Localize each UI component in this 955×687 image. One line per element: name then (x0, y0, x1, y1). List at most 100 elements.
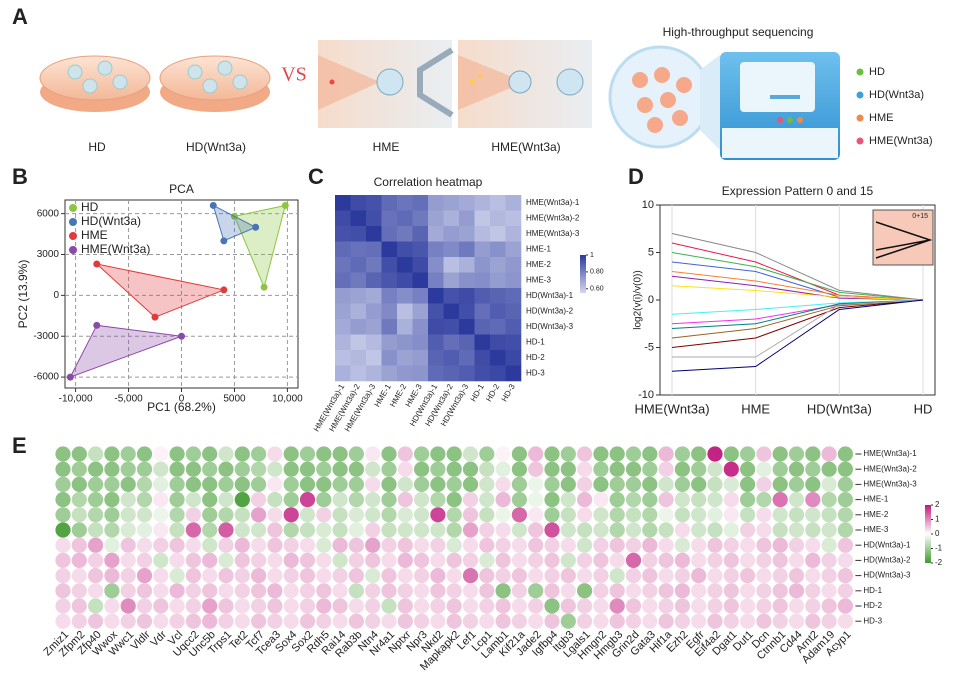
cell (381, 226, 398, 242)
dot (625, 446, 642, 462)
cell (505, 350, 522, 366)
cell (428, 195, 444, 211)
cell (459, 365, 475, 382)
cell (381, 210, 398, 227)
dot (348, 613, 364, 629)
row-label: HME(Wnt3a)-1 (526, 198, 580, 207)
cell (443, 350, 460, 366)
dot (577, 492, 593, 508)
cell (366, 334, 382, 351)
dot (544, 507, 560, 523)
dot (234, 507, 250, 523)
dot (332, 537, 348, 553)
dot (120, 537, 136, 553)
dot (283, 492, 299, 508)
dot (609, 461, 625, 477)
x-tick-label: HD (914, 401, 933, 416)
cell (335, 226, 351, 242)
cell (335, 303, 351, 320)
dot (658, 583, 674, 599)
dot (316, 537, 332, 553)
dot (299, 476, 316, 492)
point (220, 237, 228, 245)
cell (459, 226, 475, 242)
y-tick-label: -3000 (33, 331, 59, 342)
dot (202, 446, 218, 462)
dot (723, 446, 739, 462)
hull (212, 204, 257, 242)
dot (658, 461, 674, 477)
dot (772, 446, 788, 462)
dot (430, 461, 446, 477)
cell (443, 226, 460, 242)
dot (202, 598, 218, 614)
cell (443, 210, 460, 227)
dot (71, 613, 87, 629)
dot (528, 446, 544, 462)
hull (233, 204, 286, 289)
x-tick-label: 0 (179, 394, 185, 405)
cell (335, 319, 351, 335)
cell (366, 303, 382, 320)
cell (412, 272, 429, 289)
dot (593, 507, 609, 523)
dot (691, 476, 707, 492)
dot (691, 613, 707, 629)
dot (283, 446, 299, 462)
dot (71, 583, 87, 599)
dot (821, 446, 837, 462)
dot (251, 613, 267, 629)
cell (381, 257, 398, 273)
dot (218, 552, 234, 569)
dot (381, 537, 397, 553)
dot (414, 583, 430, 599)
dot (381, 507, 397, 523)
dot (707, 568, 723, 584)
row-label: HME(Wnt3a)-2 (863, 464, 917, 473)
dot (299, 461, 316, 477)
dot (88, 598, 104, 614)
dot (430, 613, 446, 629)
dot (625, 507, 642, 523)
dot (283, 537, 299, 553)
dot (267, 476, 283, 492)
cell (490, 303, 506, 320)
cell (381, 350, 398, 366)
dot (658, 446, 674, 462)
dot (544, 492, 560, 508)
cell (505, 319, 522, 335)
dot (414, 476, 430, 492)
dot (740, 492, 756, 508)
dot (169, 583, 185, 599)
dish-hd (39, 55, 151, 112)
cell (412, 241, 429, 258)
dot (495, 461, 511, 477)
cell (397, 319, 413, 335)
dot (299, 507, 316, 523)
row-label: HD-1 (526, 337, 545, 346)
point (93, 260, 101, 268)
dot (821, 537, 837, 553)
dot (153, 507, 169, 523)
dot (544, 583, 560, 599)
dot (397, 507, 413, 523)
dot (169, 537, 185, 553)
cell (397, 350, 413, 366)
cell (335, 350, 351, 366)
dot (707, 522, 723, 538)
dot (772, 492, 788, 508)
x-tick-label: 5000 (223, 394, 246, 405)
dot (71, 552, 87, 569)
dot (544, 568, 560, 584)
series-line (671, 299, 924, 372)
dot (202, 522, 218, 538)
cell (412, 226, 429, 242)
dot (104, 598, 120, 614)
dot (544, 613, 560, 629)
dot (625, 552, 642, 569)
dot (332, 476, 348, 492)
y-axis-label: log2(v(i)/v(0)) (633, 270, 644, 329)
dot (414, 552, 430, 569)
dot (267, 537, 283, 553)
